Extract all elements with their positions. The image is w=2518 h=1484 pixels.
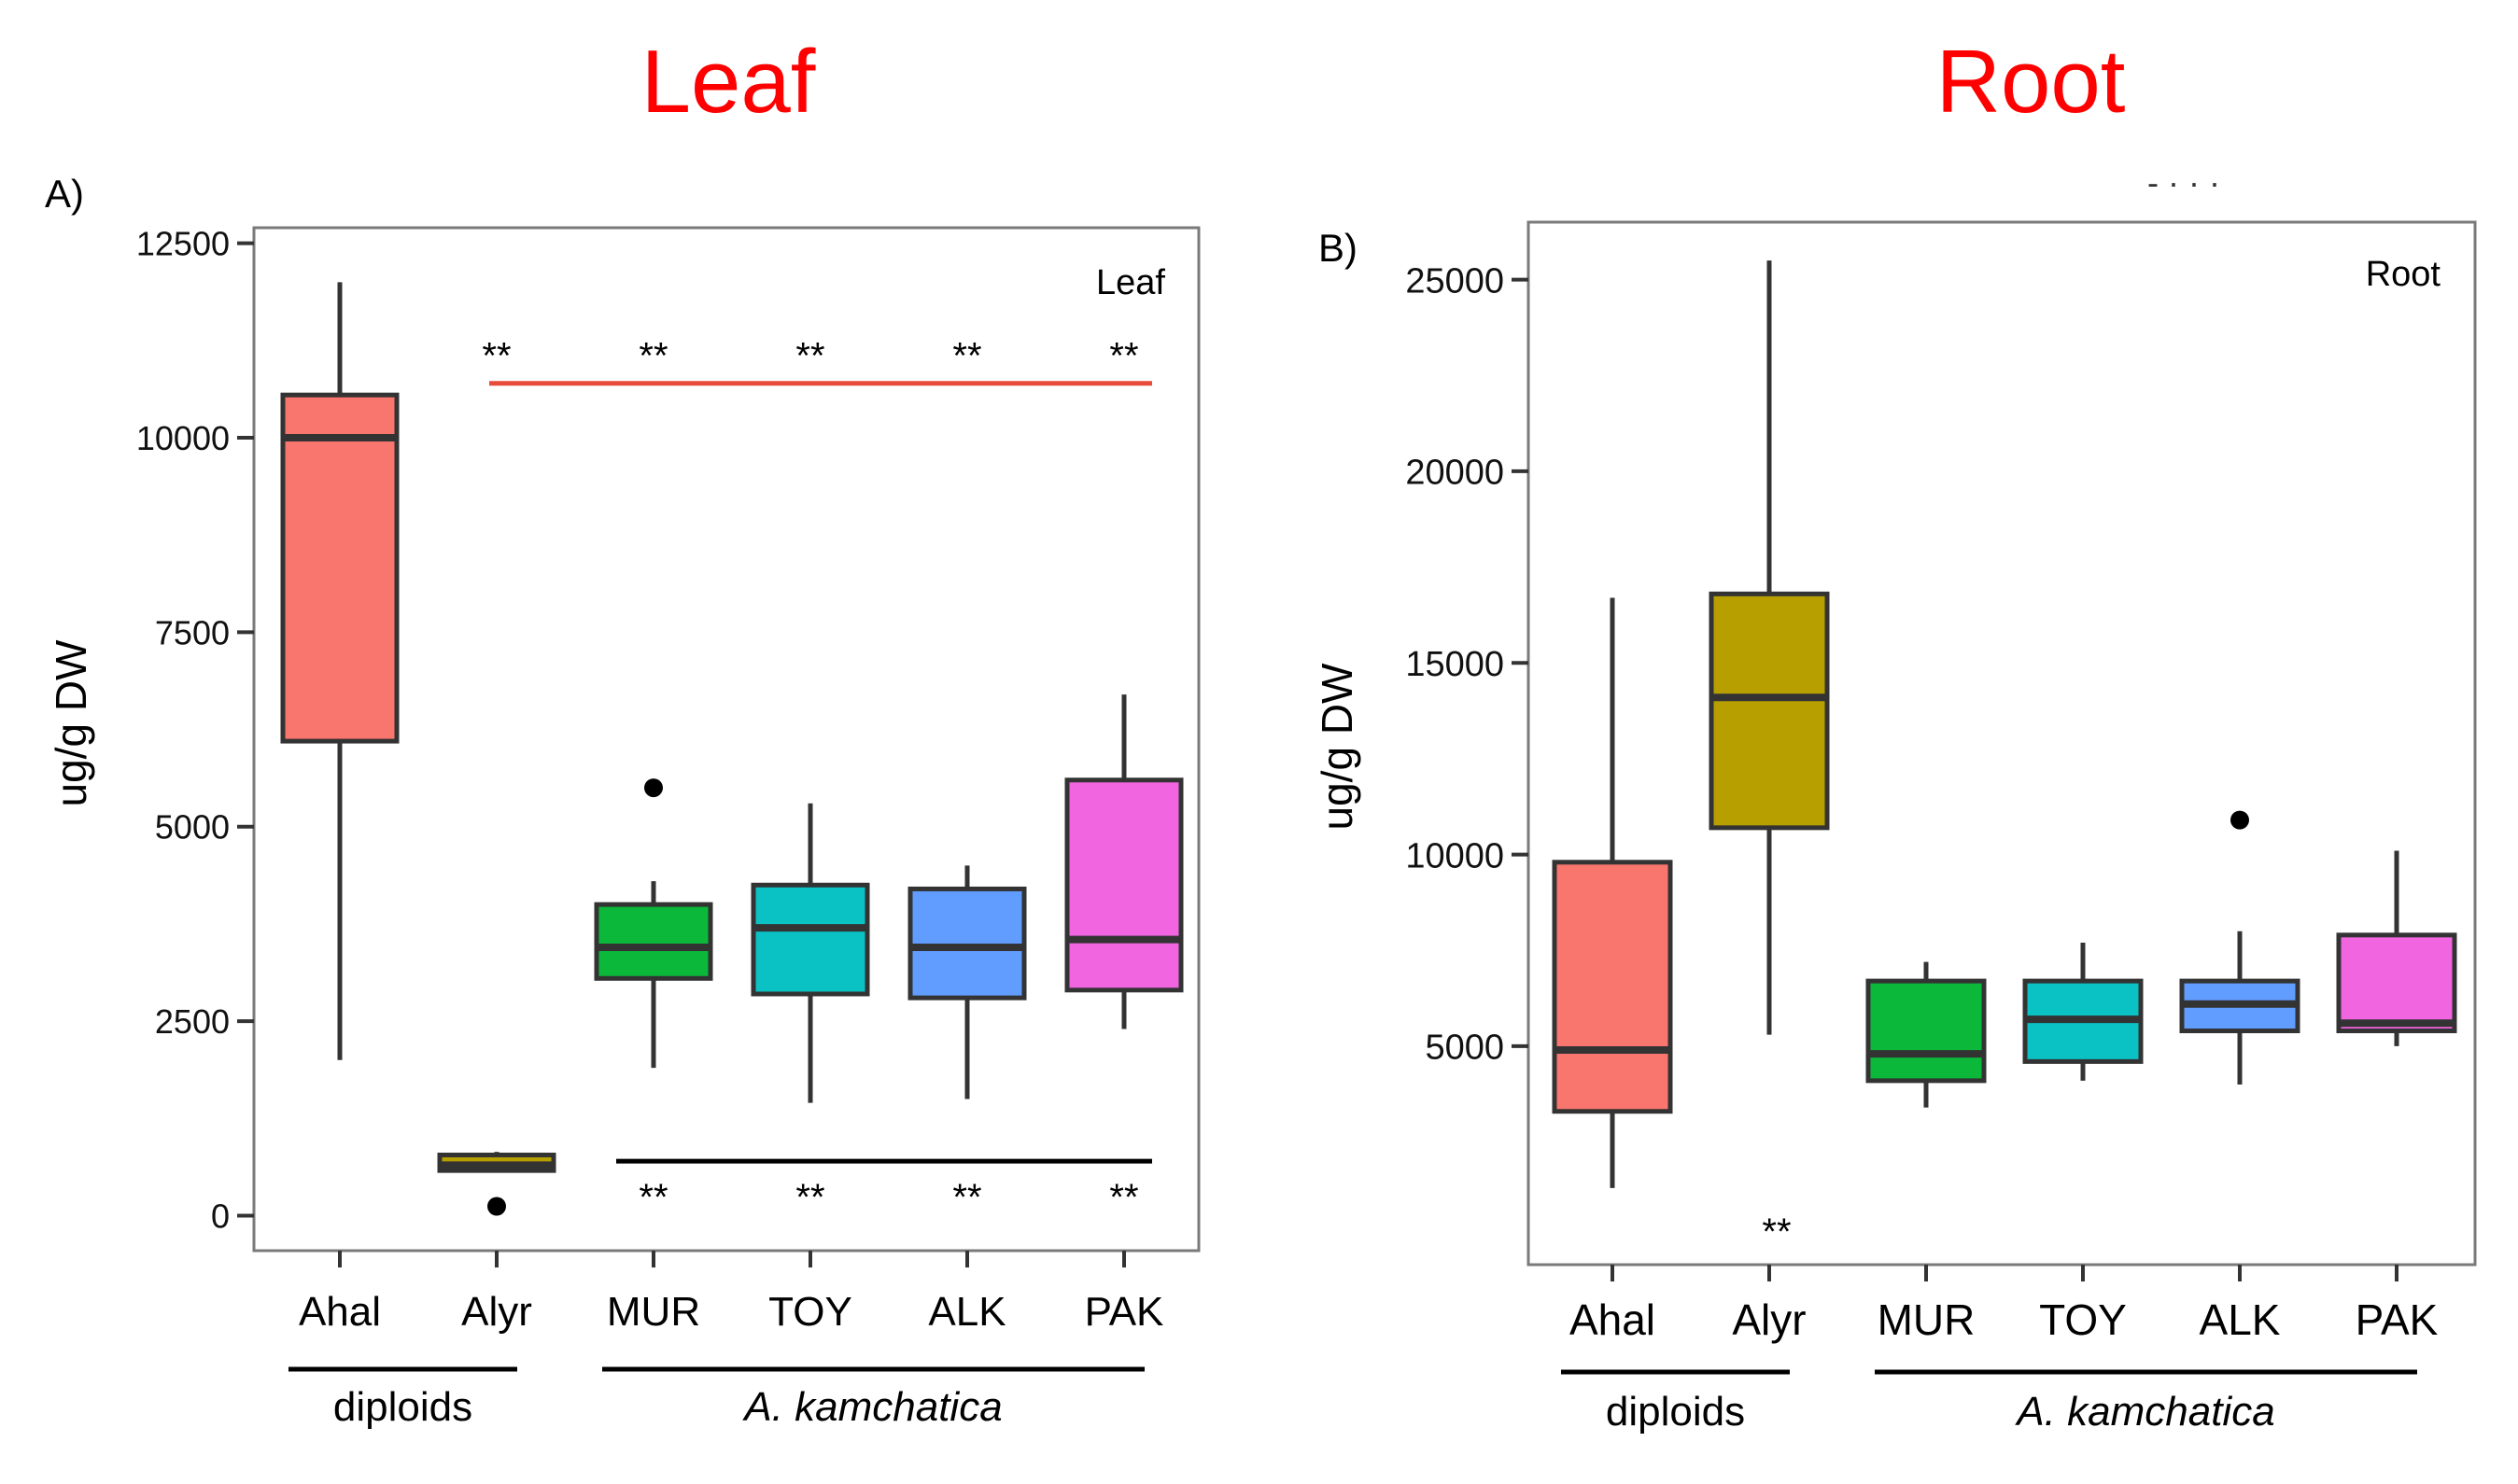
y-tick-label: 10000 (1405, 836, 1504, 875)
y-tick-label: 7500 (155, 613, 230, 651)
box-pak (2336, 850, 2457, 1046)
box-body (594, 902, 713, 981)
panel-title-leaf: Leaf (641, 32, 816, 132)
box-body (907, 886, 1027, 1001)
box-alyr (437, 1152, 556, 1216)
box-body (1709, 591, 1830, 831)
y-tick-label: 12500 (136, 225, 230, 263)
x-tick-label: Ahal (299, 1289, 381, 1335)
box-ahal (1552, 597, 1673, 1188)
y-tick-label: 2500 (155, 1002, 230, 1041)
significance-mark: ** (795, 336, 824, 377)
y-axis-title: ug/g DW (1313, 663, 1361, 831)
stray-text-fragment: - · · · (2147, 163, 2220, 202)
box-body (1552, 860, 1673, 1114)
outlier-point (2230, 810, 2249, 830)
box-body (1064, 777, 1184, 993)
box-body (1865, 978, 1987, 1084)
significance-mark: ** (1109, 336, 1138, 377)
box-body (751, 882, 870, 997)
significance-mark: ** (639, 1177, 668, 1218)
box-mur (594, 778, 713, 1069)
y-tick-label: 25000 (1405, 261, 1504, 301)
box-mur (1865, 961, 1987, 1108)
group-label: diploids (333, 1384, 472, 1430)
inset-label: Root (2366, 255, 2441, 294)
box-pak (1064, 694, 1184, 1029)
significance-mark: ** (482, 336, 511, 377)
outlier-point (644, 778, 663, 798)
box-body (2336, 932, 2457, 1033)
plot-frame (1526, 220, 2477, 1267)
box-alk (2179, 810, 2300, 1085)
y-tick-label: 5000 (155, 808, 230, 847)
box-body (280, 392, 400, 744)
x-tick-label: PAK (2356, 1295, 2439, 1344)
y-tick-label: 15000 (1405, 645, 1504, 684)
x-tick-label: Ahal (1569, 1295, 1655, 1344)
y-tick-label: 0 (211, 1197, 230, 1235)
x-tick-label: PAK (1085, 1289, 1164, 1335)
group-label: diploids (1606, 1389, 1745, 1435)
outlier-point (487, 1197, 506, 1216)
panel-title-root: Root (1936, 32, 2126, 132)
box-ahal (280, 282, 400, 1060)
significance-mark: ** (1109, 1177, 1138, 1218)
x-tick-label: ALK (2200, 1295, 2281, 1344)
x-tick-label: Alyr (1732, 1295, 1806, 1344)
x-tick-label: MUR (607, 1289, 700, 1335)
significance-mark: ** (952, 336, 981, 377)
box-toy (751, 803, 870, 1103)
x-tick-label: TOY (768, 1289, 852, 1335)
box-alyr (1709, 260, 1830, 1035)
y-tick-label: 20000 (1405, 454, 1504, 493)
inset-label: Leaf (1096, 263, 1165, 302)
plot-frame (252, 226, 1201, 1253)
y-tick-label: 5000 (1425, 1029, 1504, 1068)
group-label: A. kamchatica (2014, 1389, 2274, 1435)
significance-mark: ** (639, 336, 668, 377)
chart-leaf: 0 2500 5000 7500 10000 12500 ug/g DW A) Leaf Ahal… (45, 172, 1201, 1430)
x-tick-label: MUR (1878, 1295, 1976, 1344)
box-alk (907, 865, 1027, 1099)
y-axis-title: ug/g DW (47, 639, 95, 807)
x-tick-label: Alyr (461, 1289, 532, 1335)
significance-mark: ** (952, 1177, 981, 1218)
significance-mark: ** (795, 1177, 824, 1218)
panel-letter: B) (1318, 226, 1357, 270)
chart-root: 5000 10000 15000 20000 25000 ug/g DW B) Root Aha… (1313, 220, 2477, 1435)
x-tick-label: TOY (2039, 1295, 2127, 1344)
y-tick-label: 10000 (136, 419, 230, 457)
box-toy (2022, 943, 2144, 1081)
group-label: A. kamchatica (741, 1384, 1002, 1430)
significance-mark: ** (1762, 1211, 1791, 1253)
panel-letter: A) (45, 172, 84, 216)
x-tick-label: ALK (928, 1289, 1006, 1335)
